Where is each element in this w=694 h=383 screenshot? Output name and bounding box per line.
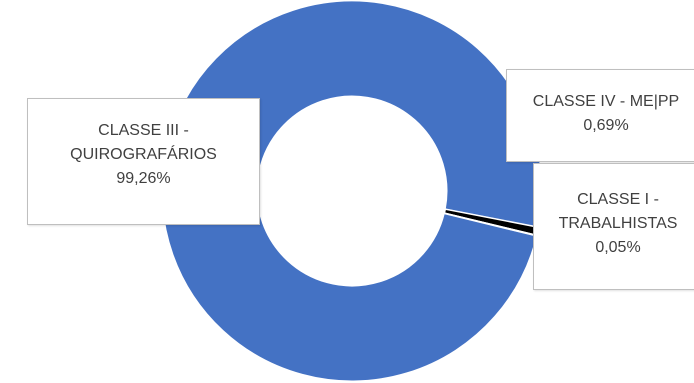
label-classe-iii-line1: CLASSE III - (98, 122, 189, 139)
data-label-classe-iii: CLASSE III - QUIROGRAFÁRIOS 99,26% (27, 98, 260, 225)
data-label-classe-i: CLASSE I - TRABALHISTAS 0,05% (533, 163, 694, 290)
label-classe-iv-percent: 0,69% (583, 117, 629, 134)
label-classe-iv-line1: CLASSE IV - ME|PP (532, 93, 680, 110)
label-classe-iii-line2: QUIROGRAFÁRIOS (70, 146, 217, 163)
label-classe-i-percent: 0,05% (595, 239, 641, 256)
data-label-classe-iv: CLASSE IV - ME|PP 0,69% (506, 69, 694, 162)
label-classe-i-line1: CLASSE I - (577, 191, 659, 208)
label-classe-i-line2: TRABALHISTAS (558, 215, 678, 232)
label-classe-iii-percent: 99,26% (116, 170, 171, 187)
